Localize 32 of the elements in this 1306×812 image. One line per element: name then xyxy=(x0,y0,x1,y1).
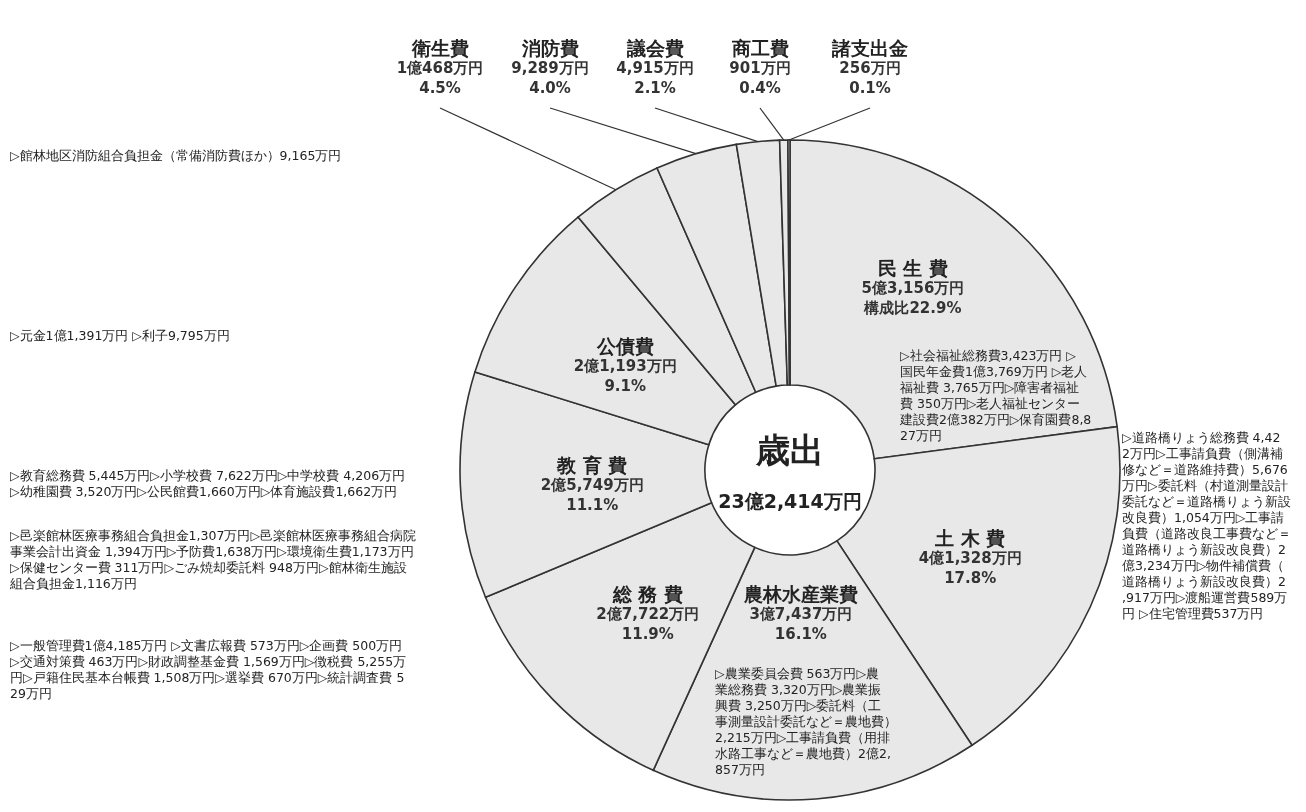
data-label: 2億7,722万円11.9% xyxy=(596,604,700,643)
slice-label: 土 木 費 xyxy=(934,527,1006,550)
text: ▷一般管理費1億4,185万円 ▷文書広報費 573万円▷企画費 500万円▷交通対策費 463万円▷財政調整基金費 1,569万円▷徴税費 5,255万円▷戸籍住民基本台帳費 1,508万円▷選挙費 670万円▷統計調査費 529万円 xyxy=(10,638,407,701)
data-label: 2億1,193万円9.1% xyxy=(573,357,677,396)
slice-label: 消防費 xyxy=(520,37,579,59)
text: ▷元金1億1,391万円 ▷利子9,795万円 xyxy=(10,328,230,343)
data-label: 4億1,328万円17.8% xyxy=(918,549,1022,588)
slice-label: 教 育 費 xyxy=(556,454,628,477)
data-label: 4,915万円2.1% xyxy=(616,59,694,97)
slice-label: 諸支出金 xyxy=(831,37,908,59)
text: 23億2,414万円 xyxy=(718,490,862,512)
text: ▷教育総務費 5,445万円▷小学校費 7,622万円▷中学校費 4,206万円▷幼稚園費 3,520万円▷公民館費1,660万円▷体育施設費1,662万円 xyxy=(10,468,406,499)
text: ▷農業委員会費 563万円▷農業総務費 3,320万円▷農業振興費 3,250万円▷委託料（工事測量設計委託など＝農地費）2,215万円▷工事請負費（用排水路工事など＝農地費）2億2,857万円 xyxy=(715,666,897,777)
data-label: 1億468万円4.5% xyxy=(396,59,484,97)
text: ▷館林地区消防組合負担金（常備消防費ほか）9,165万円 xyxy=(10,148,342,163)
data-label: 256万円0.1% xyxy=(839,59,901,97)
data-label: 9,289万円4.0% xyxy=(511,59,589,97)
text: ▷社会福祉総務費3,423万円 ▷国民年金費1億3,769万円 ▷老人福祉費 3,765万円▷障害者福祉費 350万円▷老人福祉センター建設費2億382万円▷保育園費8,827万円 xyxy=(899,348,1092,443)
data-label: 5億3,156万円構成比22.9% xyxy=(861,279,965,318)
slice-label: 民 生 費 xyxy=(877,257,949,280)
slice-label: 総 務 費 xyxy=(611,582,683,605)
slice-label: 農林水産業費 xyxy=(742,583,858,606)
slice-label: 公債費 xyxy=(595,335,654,358)
text: ▷道路橋りょう総務費 4,422万円▷工事請負費（側溝補修など＝道路維持費）5,676万円▷委託料（村道測量設計委託など＝道路橋りょう新設改良費）1,054万円▷工事請負費（道路改良工事費など＝道路橋りょう新設改良費）2億3,234万円▷物件補償費（道路橋りょう新設改良費）2,917万円▷渡船運営費589万円 ▷住宅管理費537万円 xyxy=(1122,430,1291,621)
data-label: 2億5,749万円11.1% xyxy=(540,476,644,515)
slice-label: 議会費 xyxy=(625,37,684,59)
text: 歳出 xyxy=(755,430,824,470)
data-label: 3億7,437万円16.1% xyxy=(749,605,853,644)
slice-label: 商工費 xyxy=(730,37,789,59)
slice-label: 衛生費 xyxy=(410,37,469,59)
data-label: 901万円0.4% xyxy=(729,59,791,97)
text: ▷邑楽館林医療事務組合負担金1,307万円▷邑楽館林医療事務組合病院事業会計出資金 1,394万円▷予防費1,638万円▷環境衛生費1,173万円▷保健センター費 311万円▷ごみ焼却委託料 948万円▷館林衛生施設組合負担金1,116万円 xyxy=(9,528,417,591)
